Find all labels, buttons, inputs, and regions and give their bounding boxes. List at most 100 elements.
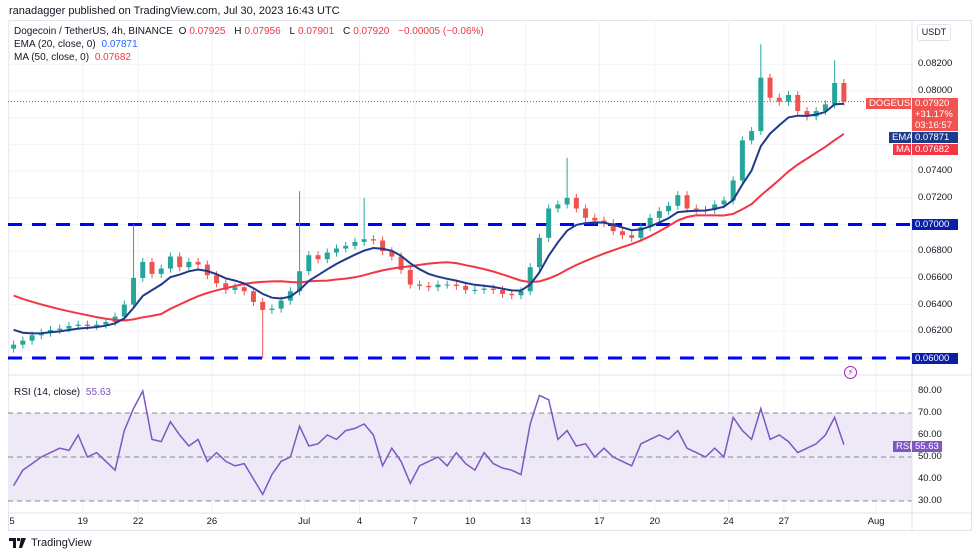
candle-body xyxy=(20,340,26,345)
ema-legend[interactable]: EMA (20, close, 0) 0.07871 xyxy=(14,39,141,51)
rsi-legend[interactable]: RSI (14, close) 55.63 xyxy=(14,387,114,399)
candle-body xyxy=(306,255,312,272)
candle-body xyxy=(29,335,35,341)
rsi-legend-value: 55.63 xyxy=(85,387,111,398)
time-tick-label: 13 xyxy=(520,516,531,527)
candle-body xyxy=(140,261,146,278)
candle-body xyxy=(721,200,727,205)
candle-body xyxy=(481,288,487,290)
ma-legend[interactable]: MA (50, close, 0) 0.07682 xyxy=(14,52,134,64)
candle-body xyxy=(804,111,810,117)
ema-legend-label: EMA (20, close, 0) xyxy=(14,39,96,50)
close-value: 0.07920 xyxy=(353,26,390,37)
rsi-tag: RSI xyxy=(893,441,912,452)
candle-body xyxy=(619,231,625,236)
candle-body xyxy=(361,239,367,242)
candle-body xyxy=(490,288,496,290)
low-label: L xyxy=(289,26,296,37)
candle-body xyxy=(610,223,616,232)
candle-body xyxy=(260,301,266,310)
candle-body xyxy=(712,204,718,210)
candle-body xyxy=(592,217,598,221)
candle-body xyxy=(795,95,801,112)
ema-legend-value: 0.07871 xyxy=(101,39,138,50)
candle-body xyxy=(223,283,229,290)
candle-body xyxy=(546,208,552,238)
candle-body xyxy=(463,285,469,290)
candle-body xyxy=(656,211,662,218)
ma-50-line xyxy=(13,133,845,322)
candle-body xyxy=(380,240,386,252)
rsi-line xyxy=(12,388,845,497)
candle-body xyxy=(822,104,828,112)
candle-body xyxy=(638,227,644,238)
open-label: O xyxy=(178,26,187,37)
candle-body xyxy=(333,248,339,253)
time-tick-label: 19 xyxy=(77,516,89,527)
candle-body xyxy=(536,237,542,268)
candle-body xyxy=(121,304,127,317)
candle-body xyxy=(647,217,653,228)
high-label: H xyxy=(234,26,242,37)
candle-body xyxy=(472,289,478,291)
candle-body xyxy=(518,291,524,296)
candle-body xyxy=(730,180,736,201)
candle-body xyxy=(186,261,192,268)
rsi-legend-label: RSI (14, close) xyxy=(14,387,81,398)
candle-body xyxy=(324,252,330,260)
price-tick-label: 0.07200 xyxy=(918,191,953,203)
time-tick-label: Jul xyxy=(298,516,311,527)
candle-body xyxy=(103,321,109,325)
rsi-tick-label: 40.00 xyxy=(918,473,942,484)
branding-text: TradingView xyxy=(31,537,92,549)
candle-body xyxy=(675,195,681,206)
candle-body xyxy=(767,77,773,98)
lightning-icon[interactable]: ⚡ xyxy=(844,366,857,379)
candle-body xyxy=(232,287,238,290)
candle-body xyxy=(417,284,423,286)
level-070-tag: 0.07000 xyxy=(912,219,958,230)
price-tick-label: 0.07400 xyxy=(918,165,953,177)
candle-body xyxy=(500,289,506,294)
rsi-tick-label: 80.00 xyxy=(918,385,942,396)
candle-body xyxy=(527,267,533,292)
candle-body xyxy=(389,251,395,257)
candle-body xyxy=(398,256,404,270)
candles xyxy=(11,44,847,358)
candle-body xyxy=(241,287,247,292)
candle-body xyxy=(555,204,561,209)
candle-body xyxy=(629,235,635,238)
publisher-line: ranadagger published on TradingView.com,… xyxy=(9,5,340,17)
candle-body xyxy=(167,256,173,269)
rsi-value-tag: 55.63 xyxy=(912,441,942,452)
ma-legend-label: MA (50, close, 0) xyxy=(14,52,90,63)
price-tick-label: 0.08200 xyxy=(918,58,953,70)
candle-body xyxy=(786,95,792,102)
candle-body xyxy=(177,256,183,268)
time-tick-label: 20 xyxy=(649,516,661,527)
tradingview-logo[interactable]: TradingView xyxy=(9,537,92,549)
ema-tag: EMA xyxy=(889,132,913,143)
currency-unit-button[interactable]: USDT xyxy=(917,24,951,41)
ma-price-tag: 0.07682 xyxy=(912,144,958,155)
candle-body xyxy=(195,261,201,265)
level-060-tag: 0.06000 xyxy=(912,353,958,364)
candle-body xyxy=(684,195,690,209)
time-tick-label: 17 xyxy=(594,516,605,527)
candle-body xyxy=(158,268,164,274)
price-tick-label: 0.06800 xyxy=(918,245,953,257)
candle-body xyxy=(509,293,515,296)
time-tick-label: 7 xyxy=(412,516,418,527)
close-label: C xyxy=(342,26,351,37)
bar-countdown: 03:16:57 xyxy=(915,120,952,131)
percent-change: +31.17% xyxy=(915,109,953,120)
candle-body xyxy=(573,197,579,209)
candle-body xyxy=(841,82,847,102)
price-tick-label: 0.08000 xyxy=(918,85,953,96)
time-tick-label: 10 xyxy=(464,516,476,527)
time-tick-label: 27 xyxy=(778,516,790,527)
candle-body xyxy=(131,277,137,305)
price-tick-label: 0.06600 xyxy=(918,271,953,283)
time-tick-label: 22 xyxy=(132,516,144,527)
